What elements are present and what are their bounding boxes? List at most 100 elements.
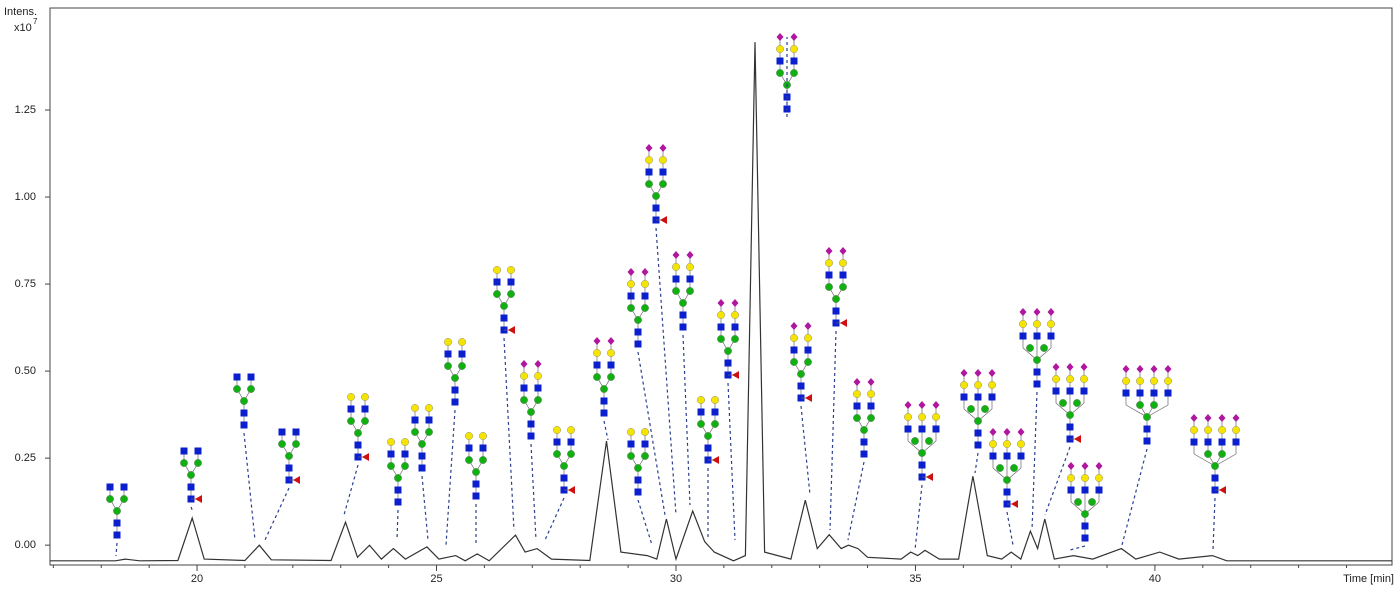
glycan-circle xyxy=(106,495,114,503)
glycan-diamond xyxy=(659,144,667,152)
glycan-circle xyxy=(347,417,355,425)
glycan-square xyxy=(113,531,121,539)
glycan-circle xyxy=(832,295,840,303)
glycan-square xyxy=(113,519,121,527)
glycan-square xyxy=(418,452,426,460)
peak-connector xyxy=(396,509,399,541)
glycan-circle xyxy=(233,385,241,393)
glycan-diamond xyxy=(1190,414,1198,422)
glycan-fucose xyxy=(362,453,369,461)
glycan-square xyxy=(347,405,355,413)
glycan-square xyxy=(553,438,561,446)
glycan-square xyxy=(120,483,128,491)
glycan-diamond xyxy=(904,401,912,409)
glycan-square xyxy=(627,292,635,300)
glycan-circle xyxy=(240,397,248,405)
glycan-diamond xyxy=(1066,363,1074,371)
glycan-square xyxy=(652,204,660,212)
glycan-circle xyxy=(918,413,926,421)
glycan-square xyxy=(1232,438,1240,446)
glycan-square xyxy=(1047,332,1055,340)
glycan-circle xyxy=(974,381,982,389)
glycan-square xyxy=(394,498,402,506)
glycan-circle xyxy=(679,299,687,307)
peak-connector xyxy=(914,484,923,551)
glycan-circle xyxy=(776,69,784,77)
glycan-square xyxy=(560,474,568,482)
glycan-circle xyxy=(1211,462,1219,470)
glycan-diamond xyxy=(534,360,542,368)
glycan-circle xyxy=(1074,498,1082,506)
plot-frame xyxy=(49,7,1393,566)
glycan-diamond xyxy=(1081,462,1089,470)
glycan-circle xyxy=(981,405,989,413)
x-tick-label: 40 xyxy=(1149,573,1161,585)
glycan-fucose xyxy=(293,476,300,484)
glycan-circle xyxy=(1164,377,1172,385)
glycan-square xyxy=(527,432,535,440)
glycan-square xyxy=(507,278,515,286)
glycan-circle xyxy=(1218,450,1226,458)
glycan-square xyxy=(247,373,255,381)
glycan-square xyxy=(1003,488,1011,496)
glycan-circle xyxy=(1136,377,1144,385)
glycan-circle xyxy=(1017,440,1025,448)
glycan-square xyxy=(479,444,487,452)
x-tick-label: 30 xyxy=(670,573,682,585)
glycan-circle xyxy=(387,462,395,470)
glycan-circle xyxy=(472,468,480,476)
glycan-square xyxy=(285,464,293,472)
glycan-diamond xyxy=(1232,414,1240,422)
glycan-square xyxy=(790,346,798,354)
glycan-circle xyxy=(627,280,635,288)
glycan-square xyxy=(853,402,861,410)
glycan-circle xyxy=(534,396,542,404)
glycan-circle xyxy=(627,428,635,436)
glycan-square xyxy=(472,480,480,488)
glycan-diamond xyxy=(776,33,784,41)
glycan-circle xyxy=(731,335,739,343)
glycan-square xyxy=(634,328,642,336)
glycan-circle xyxy=(1003,440,1011,448)
glycan-fucose xyxy=(1074,435,1081,443)
glycan-circle xyxy=(479,456,487,464)
glycan-square xyxy=(1003,452,1011,460)
glycan-circle xyxy=(1143,413,1151,421)
glycan-diamond xyxy=(717,299,725,307)
peak-connector xyxy=(727,382,736,541)
glycan-link xyxy=(1125,404,1148,418)
glycan-circle xyxy=(974,417,982,425)
glycan-circle xyxy=(659,180,667,188)
glycan-circle xyxy=(451,374,459,382)
glycan-circle xyxy=(194,459,202,467)
glycan-square xyxy=(520,384,528,392)
glycan-diamond xyxy=(790,322,798,330)
glycan-circle xyxy=(790,45,798,53)
peak-connector xyxy=(800,405,811,496)
y-tick-label: 1.00 xyxy=(15,191,36,203)
glycan-fucose xyxy=(712,456,719,464)
glycan-square xyxy=(240,409,248,417)
glycan-square xyxy=(974,393,982,401)
peak-connector xyxy=(974,452,979,474)
glycan-square xyxy=(411,416,419,424)
glycan-square xyxy=(904,425,912,433)
glycan-circle xyxy=(911,437,919,445)
glycan-square xyxy=(918,461,926,469)
glycan-circle xyxy=(507,290,515,298)
glycan-circle xyxy=(904,413,912,421)
glycan-circle xyxy=(853,390,861,398)
glycan-square xyxy=(1066,387,1074,395)
glycan-circle xyxy=(627,304,635,312)
glycan-circle xyxy=(996,464,1004,472)
glycan-square xyxy=(1081,522,1089,530)
glycan-circle xyxy=(493,266,501,274)
glycan-diamond xyxy=(731,299,739,307)
x-tick-label: 35 xyxy=(909,573,921,585)
glycan-square xyxy=(634,340,642,348)
glycan-diamond xyxy=(867,378,875,386)
glycan-circle xyxy=(1218,426,1226,434)
glycan-circle xyxy=(1232,426,1240,434)
glycan-diamond xyxy=(804,322,812,330)
glycan-circle xyxy=(825,283,833,291)
